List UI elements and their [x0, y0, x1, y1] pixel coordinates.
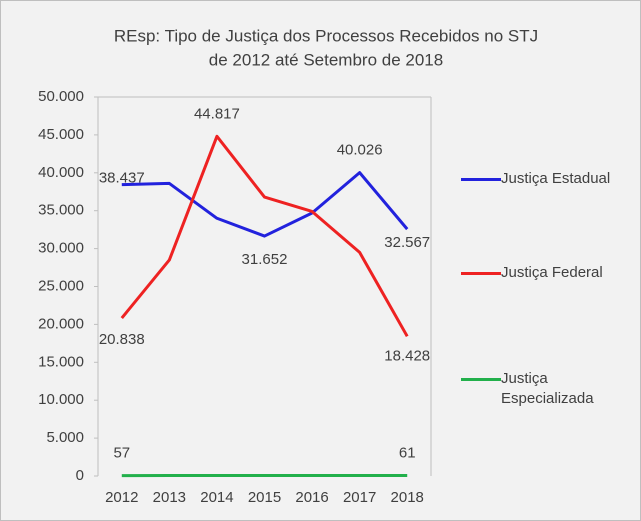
- legend-swatch: [461, 178, 501, 181]
- chart-title: REsp: Tipo de Justiça dos Processos Rece…: [114, 26, 538, 45]
- y-tick-label: 50.000: [38, 88, 84, 105]
- x-tick-label: 2013: [153, 489, 186, 506]
- data-label: 61: [399, 445, 416, 462]
- data-label: 57: [113, 445, 130, 462]
- x-tick-label: 2018: [391, 489, 424, 506]
- y-tick-label: 15.000: [38, 353, 84, 370]
- y-tick-label: 10.000: [38, 391, 84, 408]
- y-tick-label: 0: [76, 467, 84, 484]
- y-tick-label: 20.000: [38, 315, 84, 332]
- x-tick-label: 2014: [200, 489, 233, 506]
- data-label: 40.026: [337, 142, 383, 159]
- chart-title: de 2012 até Setembro de 2018: [209, 50, 443, 69]
- x-tick-label: 2016: [295, 489, 328, 506]
- legend-label: Justiça Federal: [501, 264, 603, 281]
- x-tick-label: 2017: [343, 489, 376, 506]
- legend-item: Justiça Estadual: [461, 169, 631, 189]
- legend-swatch: [461, 378, 501, 381]
- legend-swatch: [461, 272, 501, 275]
- data-label: 20.838: [99, 331, 145, 348]
- y-tick-label: 25.000: [38, 277, 84, 294]
- legend-label: Justiça Estadual: [501, 170, 611, 187]
- y-tick-label: 35.000: [38, 202, 84, 219]
- series-line: [121, 171, 409, 238]
- y-tick-label: 30.000: [38, 240, 84, 257]
- legend-item: Justiça Federal: [461, 263, 631, 283]
- data-label: 18.428: [384, 347, 430, 364]
- x-tick-label: 2012: [105, 489, 138, 506]
- x-tick-label: 2015: [248, 489, 281, 506]
- y-tick-label: 5.000: [46, 429, 84, 446]
- legend-item: Justiça Especializada: [461, 369, 631, 409]
- series-line: [120, 134, 409, 338]
- y-tick-label: 45.000: [38, 126, 84, 143]
- data-label: 32.567: [384, 234, 430, 251]
- data-label: 31.652: [242, 251, 288, 268]
- data-label: 38.437: [99, 170, 145, 187]
- data-label: 44.817: [194, 105, 240, 122]
- y-tick-label: 40.000: [38, 164, 84, 181]
- legend-label: Justiça Especializada: [501, 370, 594, 407]
